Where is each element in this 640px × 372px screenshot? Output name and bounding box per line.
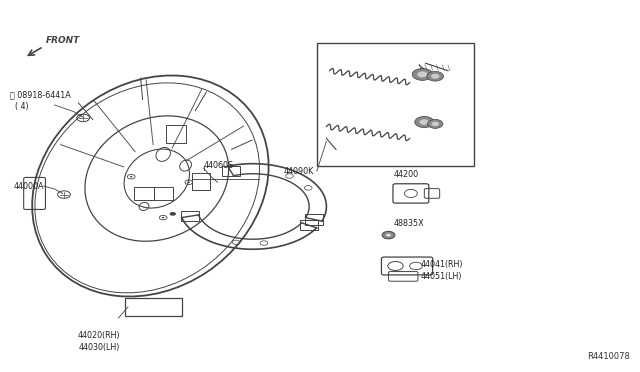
- Bar: [300, 220, 317, 231]
- Text: 44041(RH)
44051(LH): 44041(RH) 44051(LH): [421, 260, 463, 281]
- Text: 44200: 44200: [394, 170, 419, 179]
- Bar: [221, 166, 239, 176]
- Circle shape: [431, 74, 440, 79]
- Text: ⓓ 08918-6441A
  ( 4): ⓓ 08918-6441A ( 4): [10, 90, 70, 111]
- Circle shape: [420, 119, 429, 125]
- Circle shape: [412, 68, 433, 80]
- Text: 44060S: 44060S: [204, 161, 234, 170]
- Circle shape: [382, 231, 395, 239]
- Circle shape: [162, 217, 164, 218]
- Circle shape: [431, 122, 439, 126]
- Text: R4410078: R4410078: [588, 352, 630, 361]
- Bar: [305, 214, 323, 225]
- Text: FRONT: FRONT: [46, 36, 81, 45]
- Circle shape: [417, 71, 428, 77]
- Circle shape: [170, 212, 176, 216]
- Bar: [317, 43, 474, 166]
- Circle shape: [386, 234, 391, 237]
- Text: 48835X: 48835X: [394, 219, 424, 228]
- Bar: [154, 187, 173, 200]
- Circle shape: [428, 119, 443, 128]
- Circle shape: [130, 176, 132, 177]
- Bar: [192, 173, 210, 190]
- Text: 44020(RH)
44030(LH): 44020(RH) 44030(LH): [78, 331, 120, 352]
- Circle shape: [415, 116, 434, 128]
- Bar: [125, 298, 182, 316]
- Text: 44090K: 44090K: [284, 167, 314, 176]
- Text: 44000A: 44000A: [14, 182, 45, 190]
- Circle shape: [427, 71, 444, 81]
- Bar: [181, 211, 199, 221]
- Bar: [166, 125, 186, 143]
- Bar: [134, 187, 154, 200]
- Circle shape: [188, 182, 190, 183]
